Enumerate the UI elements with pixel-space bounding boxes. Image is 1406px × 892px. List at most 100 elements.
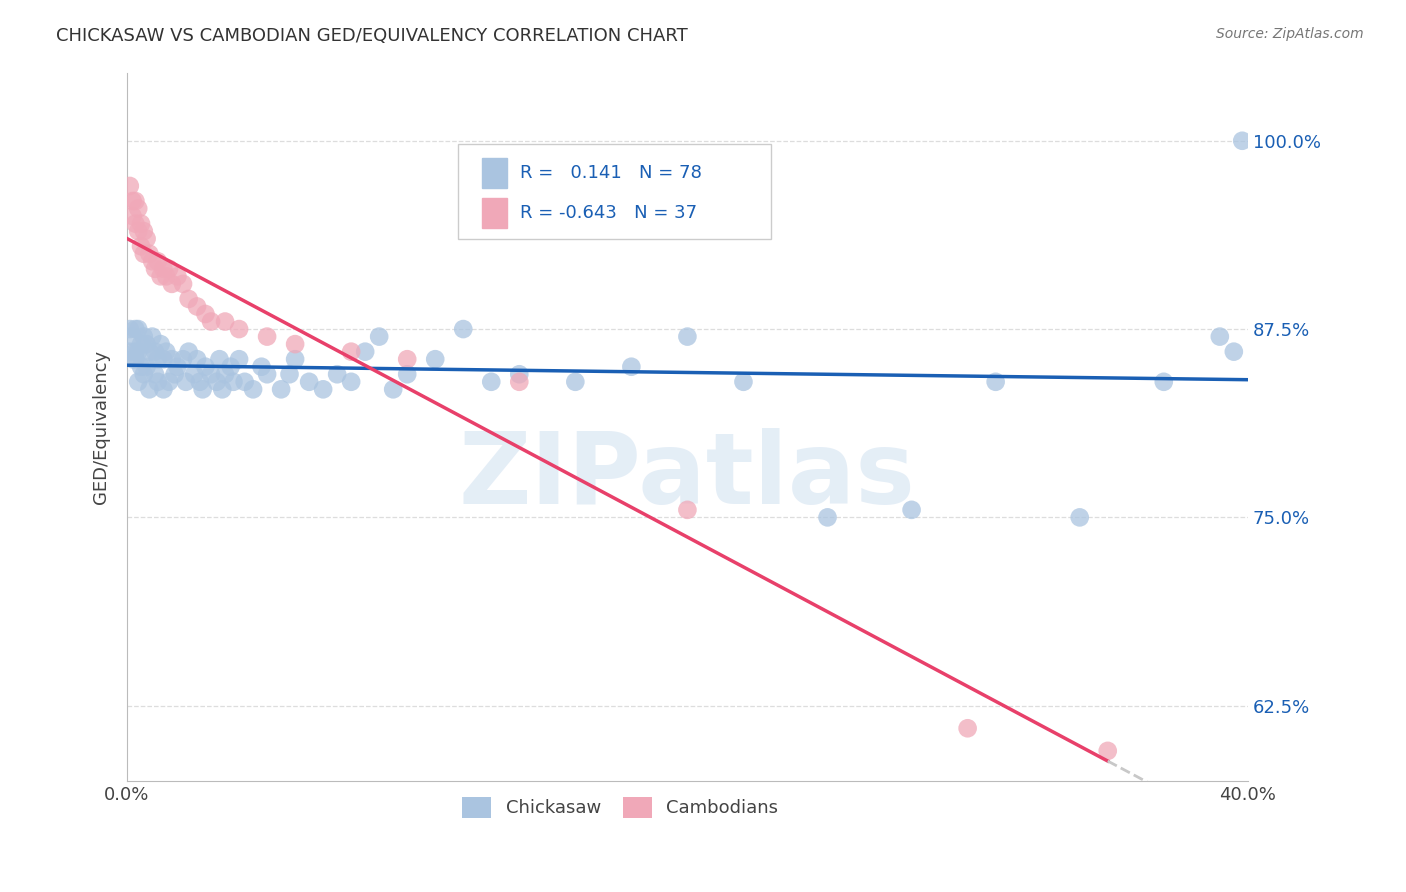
Point <box>396 368 419 382</box>
Point <box>163 368 186 382</box>
Point <box>425 352 447 367</box>
Point <box>160 352 183 367</box>
Point <box>138 382 160 396</box>
Point <box>127 224 149 238</box>
Point <box>278 368 301 382</box>
Point <box>174 375 197 389</box>
Point <box>124 344 146 359</box>
Point <box>132 246 155 260</box>
Point <box>138 344 160 359</box>
Point <box>733 375 755 389</box>
Point <box>451 322 474 336</box>
Point <box>479 375 502 389</box>
Point <box>132 224 155 238</box>
Point <box>172 277 194 291</box>
Point <box>172 352 194 367</box>
Point <box>146 375 169 389</box>
Point <box>152 352 174 367</box>
Point <box>214 314 236 328</box>
Point <box>129 239 152 253</box>
Point <box>270 382 292 396</box>
Point <box>298 375 321 389</box>
Point <box>676 329 699 343</box>
Point <box>141 254 163 268</box>
Point <box>200 314 222 328</box>
Point <box>284 352 307 367</box>
Point <box>242 382 264 396</box>
Point <box>160 277 183 291</box>
Point <box>143 368 166 382</box>
Point <box>129 217 152 231</box>
Point <box>157 261 180 276</box>
Point <box>620 359 643 374</box>
Point <box>155 344 177 359</box>
Point <box>124 322 146 336</box>
Point <box>166 269 188 284</box>
Point <box>228 322 250 336</box>
Point <box>157 375 180 389</box>
Point <box>135 359 157 374</box>
Point <box>250 359 273 374</box>
Point <box>956 721 979 735</box>
Legend: Chickasaw, Cambodians: Chickasaw, Cambodians <box>456 789 785 825</box>
Point <box>149 337 172 351</box>
Point <box>233 375 256 389</box>
Point <box>132 368 155 382</box>
FancyBboxPatch shape <box>482 199 508 228</box>
Point <box>177 292 200 306</box>
Point <box>118 344 141 359</box>
Point <box>152 382 174 396</box>
Point <box>1209 329 1232 343</box>
Point <box>191 382 214 396</box>
Point <box>121 194 143 208</box>
Point <box>146 352 169 367</box>
Point <box>118 178 141 193</box>
FancyBboxPatch shape <box>482 158 508 187</box>
Y-axis label: GED/Equivalency: GED/Equivalency <box>93 350 110 504</box>
Text: CHICKASAW VS CAMBODIAN GED/EQUIVALENCY CORRELATION CHART: CHICKASAW VS CAMBODIAN GED/EQUIVALENCY C… <box>56 27 688 45</box>
Point <box>194 359 217 374</box>
Text: Source: ZipAtlas.com: Source: ZipAtlas.com <box>1216 27 1364 41</box>
Point <box>900 503 922 517</box>
Point <box>208 352 231 367</box>
Point <box>118 322 141 336</box>
Text: R =   0.141   N = 78: R = 0.141 N = 78 <box>520 163 702 182</box>
Point <box>1232 134 1254 148</box>
Point <box>228 352 250 367</box>
Point <box>1223 344 1246 359</box>
Point <box>177 344 200 359</box>
Point <box>676 503 699 517</box>
Point <box>396 352 419 367</box>
Point <box>219 359 242 374</box>
Point <box>256 329 278 343</box>
Point <box>256 368 278 382</box>
Point <box>508 368 530 382</box>
Point <box>121 209 143 223</box>
Point <box>368 329 391 343</box>
Point <box>382 382 405 396</box>
Point <box>1097 744 1119 758</box>
Point <box>200 368 222 382</box>
Point <box>124 352 146 367</box>
Point <box>284 337 307 351</box>
Point <box>127 202 149 216</box>
Point <box>564 375 586 389</box>
Point <box>340 344 363 359</box>
Point <box>149 269 172 284</box>
Point <box>124 194 146 208</box>
Point <box>1153 375 1175 389</box>
Point <box>132 329 155 343</box>
Point <box>127 322 149 336</box>
Point <box>146 254 169 268</box>
Point <box>143 261 166 276</box>
Point <box>124 217 146 231</box>
Point <box>186 352 208 367</box>
Point <box>1069 510 1091 524</box>
Point <box>121 352 143 367</box>
FancyBboxPatch shape <box>457 144 772 239</box>
Text: R = -0.643   N = 37: R = -0.643 N = 37 <box>520 204 697 222</box>
Point <box>205 375 228 389</box>
Point <box>143 344 166 359</box>
Point <box>340 375 363 389</box>
Point <box>138 246 160 260</box>
